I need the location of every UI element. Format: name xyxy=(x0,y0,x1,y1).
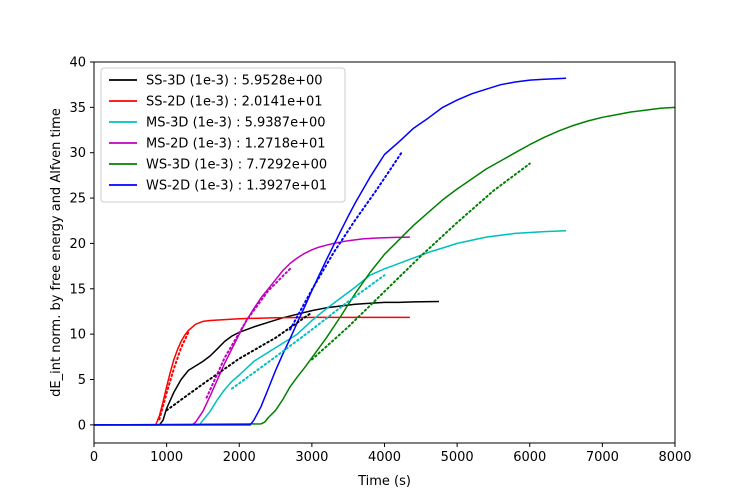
x-tick-label: 7000 xyxy=(586,450,619,465)
legend-entry: SS-3D (1e-3) : 5.9528e+00 xyxy=(146,74,323,89)
legend-entry: WS-3D (1e-3) : 7.7292e+00 xyxy=(146,158,327,173)
y-tick-label: 20 xyxy=(69,237,86,252)
legend: SS-3D (1e-3) : 5.9528e+00 SS-2D (1e-3) : … xyxy=(100,67,346,203)
legend-entry: MS-2D (1e-3) : 1.2718e+01 xyxy=(146,137,326,152)
y-tick-label: 25 xyxy=(69,192,86,207)
series-line-4 xyxy=(93,106,676,426)
fit-line-6 xyxy=(165,311,313,412)
fit-line-10 xyxy=(310,162,531,361)
x-tick-label: 3000 xyxy=(295,450,328,465)
x-tick-label: 8000 xyxy=(658,450,691,465)
series-line-2 xyxy=(94,229,567,426)
legend-entry: SS-2D (1e-3) : 2.0141e+01 xyxy=(146,95,323,110)
x-tick-label: 5000 xyxy=(441,450,474,465)
x-axis-label: Time (s) xyxy=(357,474,411,489)
series-lines xyxy=(93,77,676,426)
legend-box xyxy=(100,67,346,203)
legend-entry: MS-3D (1e-3) : 5.9387e+00 xyxy=(146,116,326,131)
y-tick-label: 35 xyxy=(69,101,86,116)
x-tick-label: 0 xyxy=(90,450,98,465)
y-tick-label: 40 xyxy=(69,56,86,71)
y-tick-label: 15 xyxy=(69,282,86,297)
series-line-3 xyxy=(94,236,410,426)
y-tick-label: 10 xyxy=(69,328,86,343)
x-tick-label: 1000 xyxy=(150,450,183,465)
fit-line-8 xyxy=(231,274,386,390)
y-tick-label: 5 xyxy=(78,373,86,388)
y-tick-label: 30 xyxy=(69,146,86,161)
series-line-5 xyxy=(94,77,567,426)
fit-line-9 xyxy=(205,267,292,399)
x-tick-label: 2000 xyxy=(223,450,256,465)
axes: 0 1000 2000 3000 4000 5000 6000 7000 8000 0 5 10 15 2… xyxy=(69,56,691,466)
plot-frame xyxy=(93,61,676,444)
x-tick-label: 4000 xyxy=(368,450,401,465)
fit-line-7 xyxy=(158,331,190,421)
y-axis-label: dE_int norm. by free energy and Alfven t… xyxy=(49,108,64,397)
legend-entry: WS-2D (1e-3) : 1.3927e+01 xyxy=(146,179,327,194)
x-tick-label: 6000 xyxy=(513,450,546,465)
y-tick-label: 0 xyxy=(78,418,86,433)
fit-line-11 xyxy=(289,149,404,331)
